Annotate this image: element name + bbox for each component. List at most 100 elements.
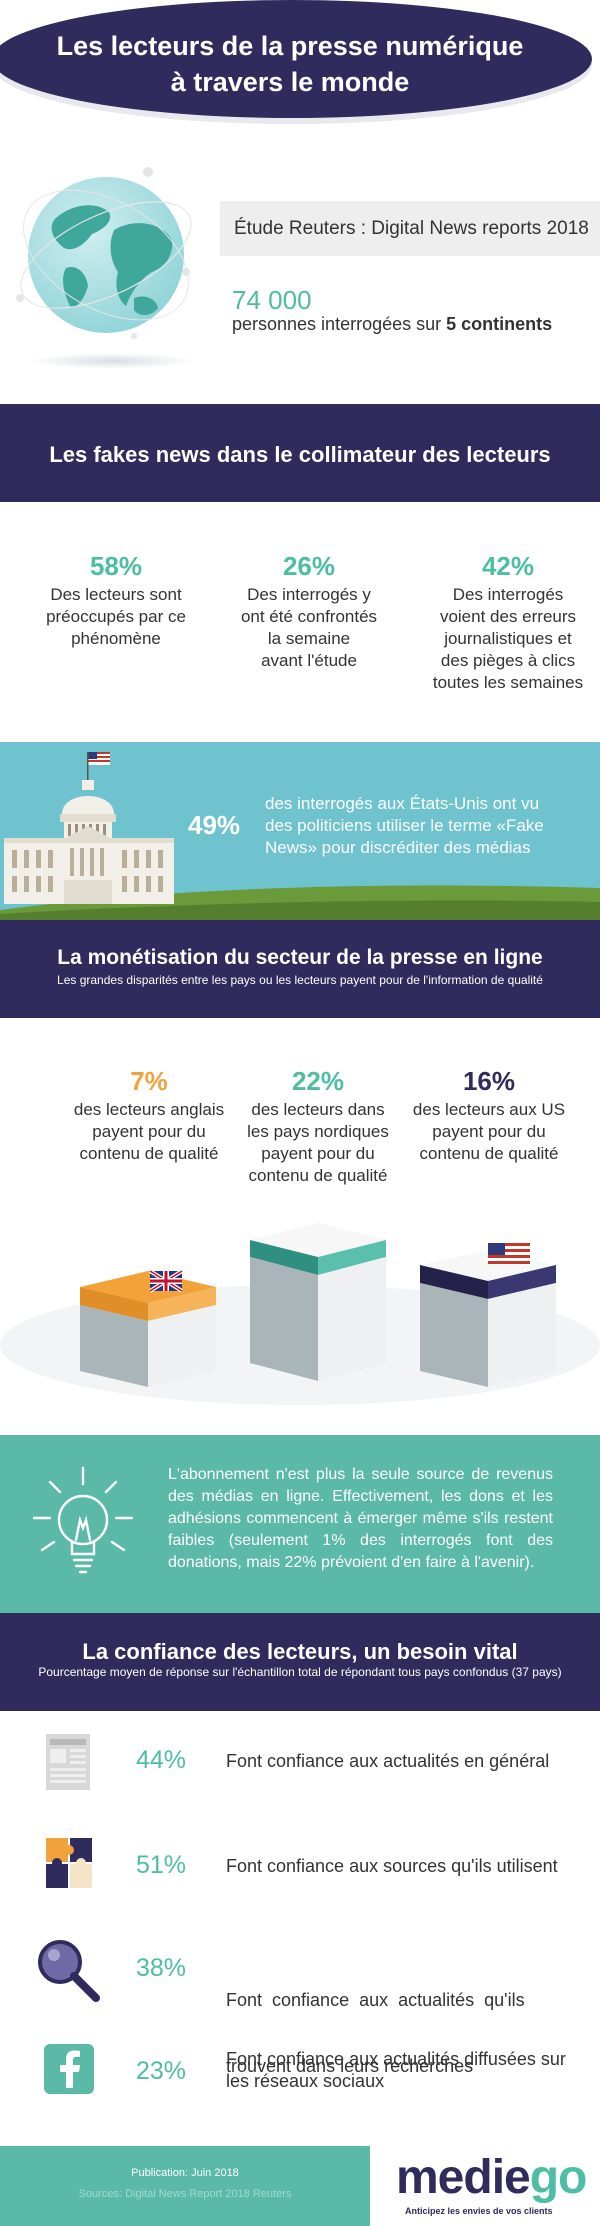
stat-line: contenu de qualité <box>248 1166 388 1185</box>
trust-line: Font confiance aux actualités diffusées … <box>226 2049 566 2069</box>
globe-icon <box>16 167 192 339</box>
stat-line: payent pour du <box>432 1122 546 1141</box>
magnifier-icon <box>38 1940 100 2002</box>
trust-description: Font confiance aux sources qu'ils utilis… <box>226 1855 571 1877</box>
fake-news-stat-2: 26% Des interrogés y ont été confrontés … <box>219 551 399 672</box>
respondents-description: personnes interrogées sur 5 continents <box>232 314 552 335</box>
sources-text: Sources: Digital News Report 2018 Reuter… <box>78 2188 292 2200</box>
stat-line: Des interrogés y <box>247 585 371 604</box>
trust-percent: 23% <box>136 2057 187 2085</box>
stat-line: préoccupés par ce <box>46 607 186 626</box>
stat-line: phénomène <box>71 629 161 648</box>
trust-description: Font confiance aux actualités qu'ils tro… <box>226 1945 578 2099</box>
logo-text-b: go <box>529 2151 588 2204</box>
stat-line: payent pour du <box>92 1122 206 1141</box>
monetisation-title: La monétisation du secteur de la presse … <box>57 946 543 969</box>
stat-description: Des interrogés y ont été confrontés la s… <box>219 584 399 672</box>
us-line: News» pour discréditer des médias <box>265 838 531 857</box>
globe-shadow <box>28 353 198 369</box>
title-line-1: Les lecteurs de la presse numérique <box>56 31 524 61</box>
us-flag-icon <box>488 1243 530 1265</box>
stat-line: des pièges à clics <box>440 651 576 670</box>
us-line: des politiciens utiliser le terme «Fake <box>265 816 544 835</box>
continents-text: 5 continents <box>446 314 553 334</box>
logo-tagline: Anticipez les envies de vos clients <box>405 2206 553 2216</box>
title-line-2: à travers le monde <box>170 67 410 97</box>
trust-percent: 51% <box>136 1851 187 1879</box>
monetisation-subtitle: Les grandes disparités entre les pays ou… <box>57 973 543 987</box>
fake-news-title: Les fakes news dans le collimateur des l… <box>49 442 551 467</box>
stat-line: Des lecteurs sont <box>50 585 182 604</box>
us-politicians-band <box>0 742 600 920</box>
stat-description: des lecteurs anglais payent pour du cont… <box>59 1099 239 1165</box>
fake-news-stat-3: 42% Des interrogés voient des erreurs jo… <box>418 551 598 694</box>
stat-line: avant l'étude <box>261 651 357 670</box>
us-description: des interrogés aux États-Unis ont vu des… <box>265 793 585 859</box>
stat-line: contenu de qualité <box>419 1144 559 1163</box>
logo-text-a: medie <box>396 2151 531 2204</box>
capitol-illustration <box>0 752 600 920</box>
trust-percent: 44% <box>136 1746 187 1774</box>
country-boxes-illustration <box>0 1223 600 1405</box>
lightbulb-icon <box>32 1466 134 1574</box>
trust-title: La confiance des lecteurs, un besoin vit… <box>82 1639 518 1664</box>
facebook-icon <box>44 2044 94 2094</box>
stat-line: voient des erreurs <box>439 607 577 626</box>
header-banner <box>0 0 592 118</box>
donations-info-text: L'abonnement n'est plus la seule source … <box>168 1466 553 1571</box>
paying-stat-us: 16% des lecteurs aux US payent pour du c… <box>398 1066 580 1165</box>
us-line: des interrogés aux États-Unis ont vu <box>265 794 540 813</box>
stat-description: des lecteurs aux US payent pour du conte… <box>398 1099 580 1165</box>
trust-line: Font confiance aux actualités en général <box>226 1751 550 1771</box>
stat-percent: 16% <box>462 1066 516 1096</box>
stat-line: la semaine <box>267 629 351 648</box>
respondents-text: personnes interrogées sur <box>232 314 447 334</box>
uk-box <box>80 1271 216 1387</box>
trust-line: trouvent dans leurs recherches <box>226 2056 474 2076</box>
stat-percent: 22% <box>291 1066 345 1096</box>
mediego-logo[interactable]: mediego <box>396 2150 588 2205</box>
stat-line: ont été confrontés <box>240 607 378 626</box>
study-title: Étude Reuters : Digital News reports 201… <box>234 218 589 239</box>
stat-percent: 26% <box>282 551 336 581</box>
stat-line: payent pour du <box>261 1144 375 1163</box>
stat-line: des lecteurs anglais <box>73 1100 225 1119</box>
stat-description: des lecteurs dans les pays nordiques pay… <box>226 1099 410 1187</box>
monetisation-section-header <box>0 920 600 1018</box>
trust-line: les réseaux sociaux <box>226 2071 385 2091</box>
stat-line: des lecteurs aux US <box>412 1100 566 1119</box>
us-box <box>420 1250 556 1387</box>
stat-line: des lecteurs dans <box>251 1100 385 1119</box>
newspaper-icon <box>46 1734 90 1790</box>
stat-description: Des lecteurs sont préoccupés par ce phén… <box>26 584 206 650</box>
trust-description: Font confiance aux actualités en général <box>226 1750 571 1772</box>
donations-info-band <box>0 1435 600 1613</box>
stat-description: Des interrogés voient des erreurs journa… <box>418 584 598 694</box>
paying-stat-nordic: 22% des lecteurs dans les pays nordiques… <box>226 1066 410 1187</box>
page-title: Les lecteurs de la presse numérique à tr… <box>20 28 560 100</box>
uk-flag-icon <box>148 1269 184 1293</box>
trust-line: Font confiance aux sources qu'ils utilis… <box>226 1856 558 1876</box>
stat-line: journalistiques et <box>444 629 572 648</box>
publication-date: Publication: Juin 2018 <box>131 2167 239 2179</box>
stat-percent: 42% <box>481 551 535 581</box>
stat-percent: 58% <box>89 551 143 581</box>
study-banner <box>220 201 600 256</box>
stat-line: les pays nordiques <box>247 1122 389 1141</box>
trust-subtitle: Pourcentage moyen de réponse sur l'échan… <box>38 1665 562 1679</box>
stat-percent: 7% <box>130 1066 168 1096</box>
stat-line: contenu de qualité <box>79 1144 219 1163</box>
fake-news-stat-1: 58% Des lecteurs sont préoccupés par ce … <box>26 551 206 650</box>
fake-news-section-header <box>0 404 600 502</box>
footer-info <box>0 2146 370 2226</box>
trust-line: Font confiance aux actualités qu'ils <box>226 1990 525 2010</box>
us-percent: 49% <box>188 810 241 840</box>
nordic-box <box>250 1223 386 1381</box>
trust-description: Font confiance aux actualités diffusées … <box>226 2048 586 2092</box>
paying-stat-uk: 7% des lecteurs anglais payent pour du c… <box>59 1066 239 1165</box>
stat-line: Des interrogés <box>452 585 564 604</box>
trust-percent: 38% <box>136 1954 187 1982</box>
stat-line: toutes les semaines <box>432 673 584 692</box>
respondents-count: 74 000 <box>232 285 312 315</box>
puzzle-icon <box>46 1838 92 1888</box>
